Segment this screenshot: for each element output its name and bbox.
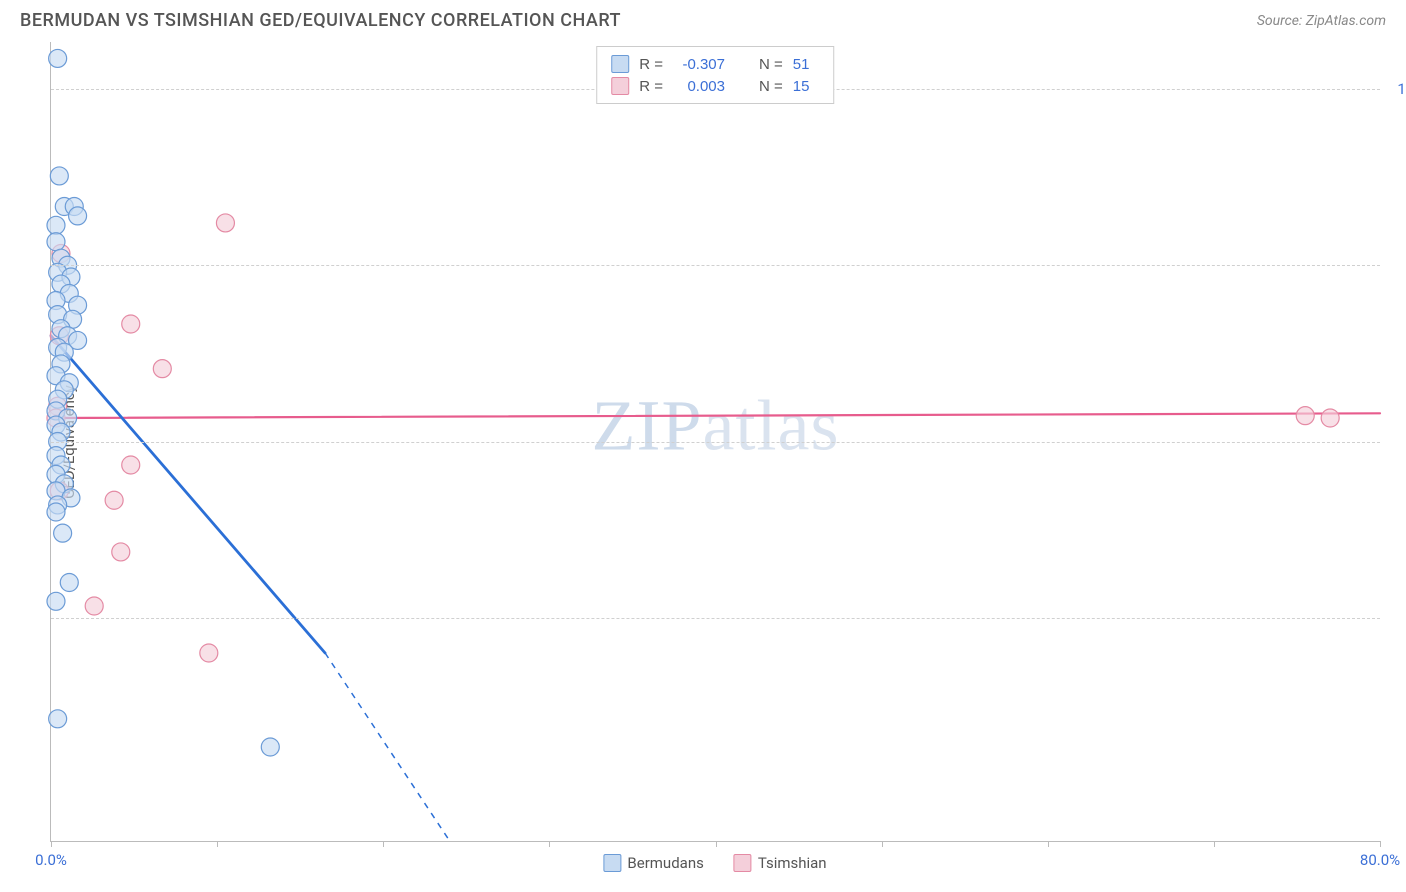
tsimshian-point bbox=[122, 315, 140, 333]
bermudans-point bbox=[50, 167, 68, 185]
x-tick-label: 80.0% bbox=[1360, 851, 1400, 869]
plot-area: ZIPatlas 77.5%85.0%92.5%100.0%0.0%80.0% bbox=[50, 42, 1380, 842]
bermudans-point bbox=[47, 233, 65, 251]
series-legend: Bermudans Tsimshian bbox=[603, 854, 826, 872]
tsimshian-point bbox=[85, 597, 103, 615]
tsimshian-point bbox=[216, 214, 234, 232]
x-tick-label: 0.0% bbox=[35, 851, 67, 869]
stats-legend-row: R =-0.307N =51 bbox=[611, 53, 819, 75]
bermudans-point bbox=[47, 592, 65, 610]
bermudans-point bbox=[49, 49, 67, 67]
stats-swatch bbox=[611, 77, 629, 95]
source-label: Source: ZipAtlas.com bbox=[1257, 13, 1386, 29]
tsimshian-point bbox=[153, 360, 171, 378]
tsimshian-point bbox=[1321, 409, 1339, 427]
plot-container: GED/Equivalency ZIPatlas 77.5%85.0%92.5%… bbox=[50, 42, 1380, 842]
legend-label-bermudans: Bermudans bbox=[627, 854, 703, 872]
bermudans-point bbox=[69, 207, 87, 225]
y-tick-label: 100.0% bbox=[1397, 80, 1406, 98]
bermudans-point bbox=[261, 738, 279, 756]
chart-title: BERMUDAN VS TSIMSHIAN GED/EQUIVALENCY CO… bbox=[20, 10, 621, 31]
tsimshian-point bbox=[112, 543, 130, 561]
tsimshian-point bbox=[122, 456, 140, 474]
legend-item-bermudans: Bermudans bbox=[603, 854, 703, 872]
legend-swatch-bermudans bbox=[603, 854, 621, 872]
bermudans-point bbox=[47, 503, 65, 521]
bermudans-point bbox=[49, 710, 67, 728]
bermudans-point bbox=[54, 524, 72, 542]
stats-legend-row: R =0.003N =15 bbox=[611, 75, 819, 97]
stats-swatch bbox=[611, 55, 629, 73]
bermudans-point bbox=[60, 574, 78, 592]
tsimshian-point bbox=[105, 491, 123, 509]
bermudans-point bbox=[47, 216, 65, 234]
tsimshian-point bbox=[1296, 407, 1314, 425]
legend-item-tsimshian: Tsimshian bbox=[734, 854, 827, 872]
stats-legend: R =-0.307N =51R =0.003N =15 bbox=[596, 46, 834, 104]
tsimshian-point bbox=[200, 644, 218, 662]
legend-swatch-tsimshian bbox=[734, 854, 752, 872]
legend-label-tsimshian: Tsimshian bbox=[758, 854, 827, 872]
